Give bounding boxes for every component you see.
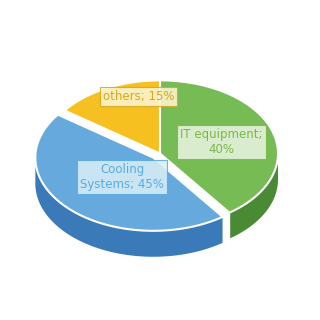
Text: Cooling
Systems; 45%: Cooling Systems; 45% (80, 163, 164, 191)
Text: others; 15%: others; 15% (103, 90, 174, 103)
Polygon shape (35, 115, 223, 231)
Text: IT equipment;
40%: IT equipment; 40% (180, 128, 263, 156)
Polygon shape (65, 80, 160, 154)
Polygon shape (160, 80, 278, 213)
Polygon shape (229, 152, 278, 239)
Polygon shape (35, 157, 223, 257)
